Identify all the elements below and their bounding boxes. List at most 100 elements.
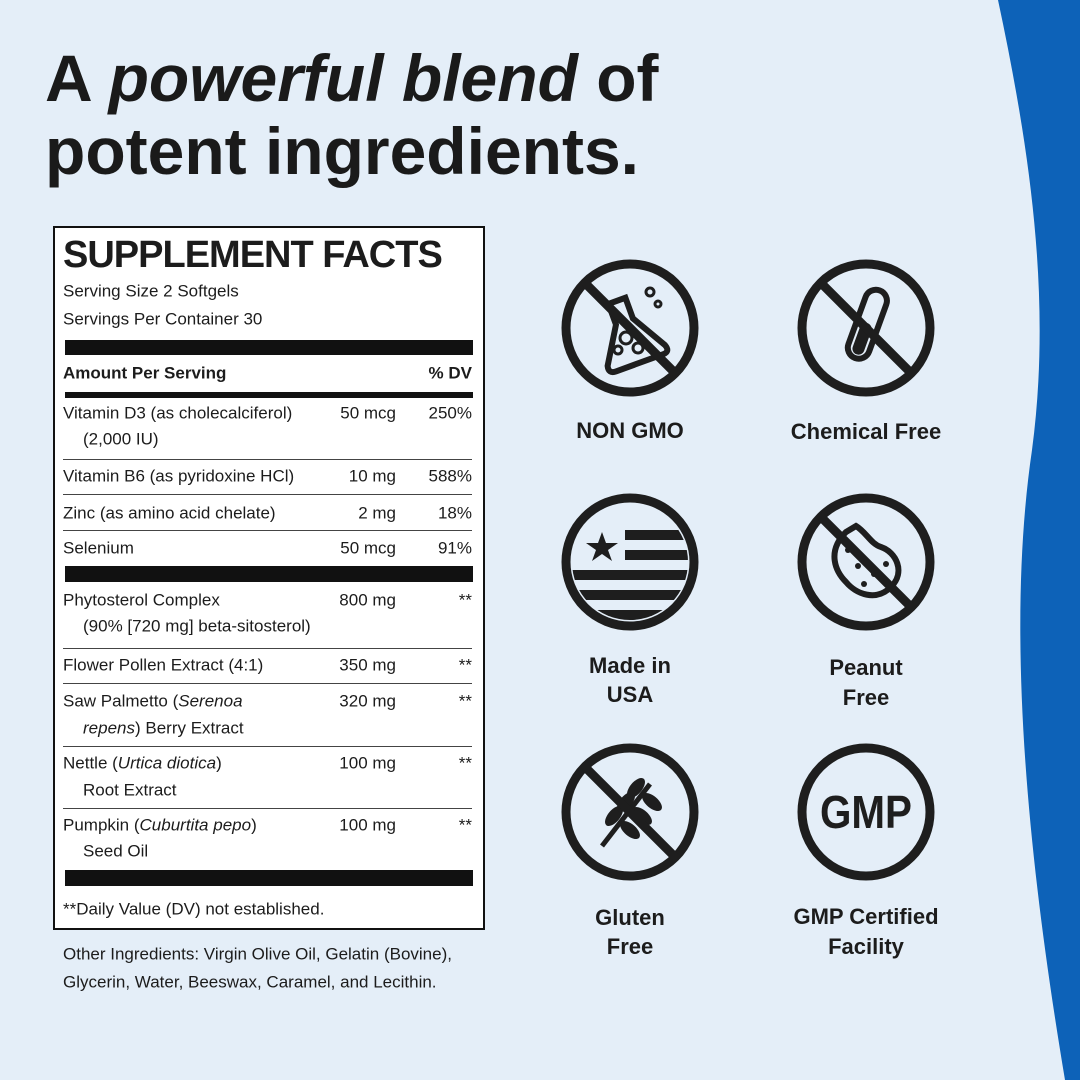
badge-ring	[561, 743, 699, 881]
amount: 320 mg	[339, 691, 396, 711]
badge-icon	[797, 259, 935, 397]
peanut-texture	[883, 561, 889, 567]
name-text: (2,000 IU)	[83, 429, 159, 449]
other-ingredients: Other Ingredients: Virgin Olive Oil, Gel…	[63, 944, 452, 964]
badge-label: GMP Certified	[793, 904, 939, 929]
scientific-name: Urtica diotica	[117, 753, 217, 773]
peanut-texture	[861, 581, 867, 587]
daily-value: 250%	[428, 403, 472, 423]
scientific-name: Cuburtita pepo	[139, 815, 252, 835]
amount: 800 mg	[339, 590, 396, 610]
bubble	[653, 299, 663, 309]
supplement-facts-panel: SUPPLEMENT FACTS Serving Size 2 Softgels S…	[53, 226, 485, 930]
daily-value: **	[458, 753, 472, 773]
badge-icon	[561, 259, 699, 397]
serving-size: Serving Size 2 Softgels	[63, 281, 239, 301]
prohibition-slash	[581, 763, 679, 861]
wheat-stem	[600, 782, 652, 848]
amount: 50 mcg	[340, 538, 396, 558]
wheat-grain	[627, 778, 645, 798]
badge-label: Facility	[828, 934, 904, 959]
name-text: Nettle (	[63, 753, 118, 773]
amount: 100 mg	[339, 753, 396, 773]
badge-label: Free	[606, 934, 654, 959]
wheat-grain	[642, 793, 662, 811]
badge-label: Free	[842, 685, 890, 710]
flag	[572, 530, 688, 620]
ingredient-name: Saw Palmetto (Serenoa	[63, 693, 243, 710]
badge-icon	[561, 493, 699, 631]
badge-icon	[797, 493, 935, 631]
name-text: Saw Palmetto (	[63, 691, 179, 711]
daily-value: 588%	[428, 466, 472, 486]
bubble	[644, 286, 656, 298]
daily-value: **	[458, 590, 472, 610]
name-text: Pumpkin (	[63, 815, 140, 835]
scientific-name: repens	[83, 718, 135, 738]
ingredient-name: (90% [720 mg] beta-sitosterol)	[83, 618, 311, 635]
badge-icon: GMP	[797, 743, 935, 881]
badge-ring	[797, 743, 935, 881]
daily-value: 91%	[437, 538, 472, 558]
name-text: Phytosterol Complex	[63, 590, 220, 610]
ingredient-name: Vitamin B6 (as pyridoxine HCl)	[63, 468, 294, 485]
ingredient-name: Phytosterol Complex	[63, 592, 220, 609]
headline-emphasis: powerful blend	[108, 41, 578, 115]
ingredient-name: Zinc (as amino acid chelate)	[63, 505, 276, 522]
scientific-name: Serenoa	[178, 691, 243, 711]
badge-icon-text: GMP	[820, 786, 912, 838]
flag-stripe	[625, 550, 688, 560]
ingredient-name: (2,000 IU)	[83, 431, 159, 448]
rule	[63, 746, 472, 747]
header-dv: % DV	[428, 363, 472, 383]
badge-ring	[561, 493, 699, 631]
ingredient-name: Nettle (Urtica diotica)	[63, 755, 222, 772]
name-text: )	[251, 815, 257, 835]
headline-text: A	[45, 41, 91, 115]
name-text: Flower Pollen Extract (4:1)	[63, 655, 264, 675]
name-text: Vitamin D3 (as cholecalciferol)	[63, 403, 293, 423]
flag-stripe	[572, 570, 688, 580]
name-text: Selenium	[63, 538, 134, 558]
bubble	[612, 344, 624, 356]
name-text: (90% [720 mg] beta-sitosterol)	[83, 616, 311, 636]
name-text: Zinc (as amino acid chelate)	[63, 503, 276, 523]
amount: 100 mg	[339, 815, 396, 835]
ingredient-name: Selenium	[63, 540, 134, 557]
prohibition-slash	[581, 279, 679, 377]
other-ingredients: Glycerin, Water, Beeswax, Caramel, and L…	[63, 972, 437, 992]
daily-value: **	[458, 655, 472, 675]
rule	[63, 494, 472, 495]
name-text: ) Berry Extract	[134, 718, 244, 738]
ingredient-name: repens) Berry Extract	[83, 720, 244, 737]
badge-label: USA	[606, 682, 654, 707]
flag-stripe	[572, 610, 688, 620]
badge-label: Made in	[589, 653, 671, 678]
rule	[65, 392, 473, 398]
amount: 10 mg	[348, 466, 396, 486]
rule	[65, 566, 473, 582]
flag-star	[586, 532, 618, 561]
bubble	[618, 330, 634, 346]
bubble	[631, 341, 645, 355]
rule	[63, 530, 472, 531]
prohibition-slash	[817, 513, 915, 611]
blue-wave	[998, 0, 1080, 1080]
header-amount: Amount Per Serving	[63, 363, 227, 383]
amount: 350 mg	[339, 655, 396, 675]
headline-line: A powerful blend of	[45, 45, 659, 111]
daily-value: **	[458, 815, 472, 835]
rule	[63, 648, 472, 649]
badge-ring	[797, 259, 935, 397]
ingredient-name: Flower Pollen Extract (4:1)	[63, 657, 263, 674]
name-text: Root Extract	[83, 780, 177, 800]
daily-value: **	[458, 691, 472, 711]
badge-ring	[561, 259, 699, 397]
rule	[63, 459, 472, 460]
rule	[63, 683, 472, 684]
flag-stripe	[625, 530, 688, 540]
flask	[604, 293, 671, 376]
rule	[63, 808, 472, 809]
